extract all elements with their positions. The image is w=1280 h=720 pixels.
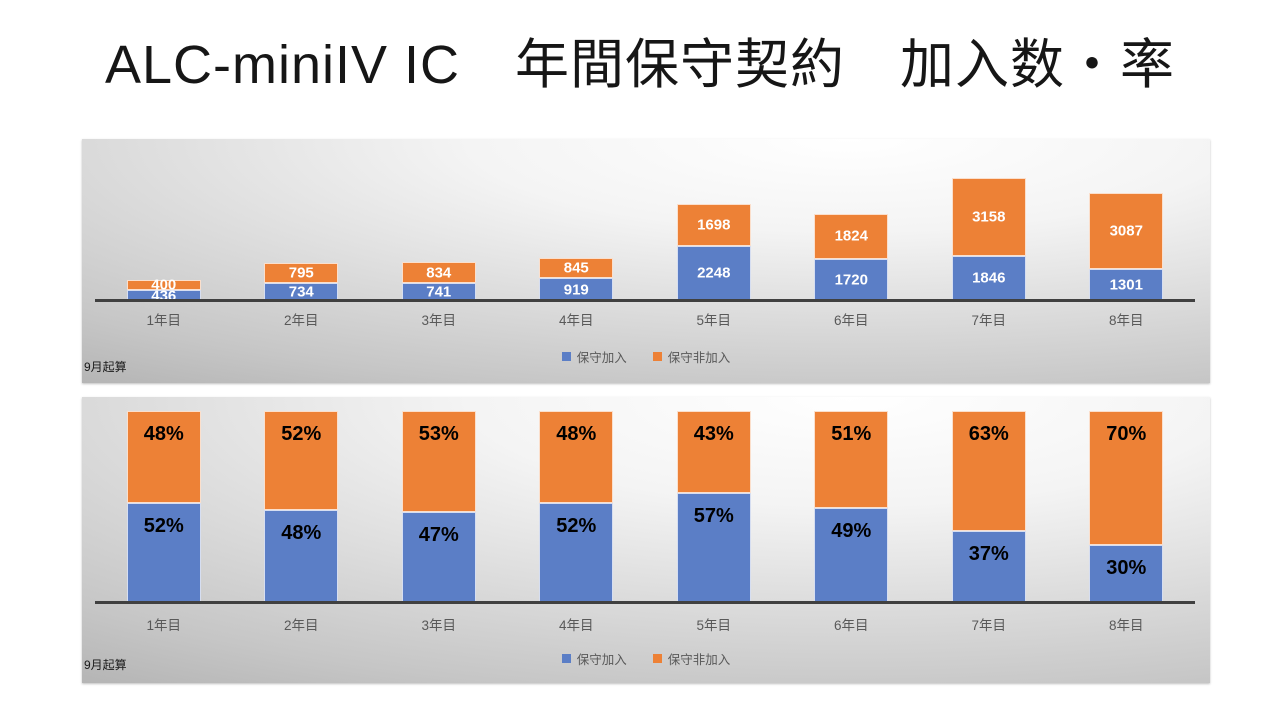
legend-color-swatch-icon xyxy=(652,654,662,663)
legend-label: 保守加入 xyxy=(576,653,627,667)
bar-value-label: 919 xyxy=(563,281,589,299)
bar-value-label: 1846 xyxy=(972,269,1006,287)
category-label: 3年目 xyxy=(421,618,456,633)
percent-chart: 52% 48% 48% 52% 47% 53% 52% 48% 57% 43% 49% 51% 37% 6… xyxy=(82,397,1210,683)
slide-title: ALC-miniIV IC 年間保守契約 加入数・率 xyxy=(104,35,1176,95)
bar-segment xyxy=(539,502,614,602)
category-label: 7年目 xyxy=(971,618,1006,633)
bar-value-label: 795 xyxy=(288,264,314,282)
bar-value-label: 48% xyxy=(143,423,184,445)
category-label: 4年目 xyxy=(558,313,594,328)
bar-value-label: 48% xyxy=(281,522,322,545)
bar-segment xyxy=(814,508,889,602)
bar-segment xyxy=(264,263,339,283)
bar-segment xyxy=(126,411,201,503)
category-label: 5年目 xyxy=(696,618,731,633)
bar-value-label: 741 xyxy=(426,283,452,301)
counts-x-axis xyxy=(95,299,1195,302)
bar-value-label: 53% xyxy=(418,423,459,445)
counts-chart: 436 400 734 795 741 834 919 845 2248 1698 1720 1824… xyxy=(82,139,1210,383)
category-label: 8年目 xyxy=(1108,618,1144,633)
bar-value-label: 1824 xyxy=(834,227,868,245)
bar-segment xyxy=(401,262,476,283)
category-label: 1年目 xyxy=(146,618,181,633)
bar-segment xyxy=(539,411,614,503)
category-label: 4年目 xyxy=(558,618,594,633)
bar-segment xyxy=(951,411,1026,532)
percent-start-month-note: 9月起算 xyxy=(84,658,127,672)
legend-color-swatch-icon xyxy=(561,654,571,663)
bar-value-label: 3087 xyxy=(1109,222,1143,240)
percent-plot-area: 52% 48% 48% 52% 47% 53% 52% 48% 57% 43% 49% 51% 37% 6… xyxy=(82,397,1210,683)
bar-value-label: 47% xyxy=(418,524,459,547)
bar-value-label: 845 xyxy=(563,259,589,277)
bar-value-label: 51% xyxy=(831,423,872,445)
counts-start-month-note: 9月起算 xyxy=(84,360,127,374)
bar-value-label: 30% xyxy=(1106,556,1147,579)
legend-label: 保守加入 xyxy=(576,351,627,365)
category-label: 6年目 xyxy=(833,618,869,633)
legend-item: 保守非加入 xyxy=(652,649,731,668)
category-label: 6年目 xyxy=(833,313,869,328)
bar-segment xyxy=(539,257,614,279)
legend-label: 保守非加入 xyxy=(667,351,731,365)
bar-value-label: 37% xyxy=(968,543,1009,566)
bar-segment xyxy=(1089,269,1164,301)
bar-segment xyxy=(126,502,201,602)
bar-segment xyxy=(264,411,339,511)
bar-segment xyxy=(401,411,476,513)
legend-color-swatch-icon xyxy=(561,352,571,361)
bar-segment xyxy=(951,178,1026,256)
bar-segment xyxy=(676,204,751,246)
bar-value-label: 63% xyxy=(968,423,1009,445)
bar-segment xyxy=(401,512,476,602)
bar-value-label: 2248 xyxy=(697,264,731,282)
bar-segment xyxy=(264,510,339,602)
category-label: 3年目 xyxy=(421,313,456,328)
bar-segment xyxy=(676,411,751,494)
bar-segment xyxy=(1089,193,1164,270)
legend-item: 保守加入 xyxy=(561,347,627,366)
counts-plot-area: 436 400 734 795 741 834 919 845 2248 1698 1720 1824… xyxy=(82,139,1210,383)
percent-x-axis xyxy=(95,600,1195,604)
category-label: 7年目 xyxy=(971,313,1006,328)
bar-value-label: 52% xyxy=(281,423,322,445)
bar-value-label: 52% xyxy=(143,514,184,537)
bar-value-label: 3158 xyxy=(972,208,1006,226)
bar-value-label: 49% xyxy=(831,520,872,543)
legend-label: 保守非加入 xyxy=(667,653,731,667)
bar-segment xyxy=(676,493,751,602)
category-label: 8年目 xyxy=(1108,313,1144,328)
category-label: 5年目 xyxy=(696,313,731,328)
bar-segment xyxy=(951,531,1026,602)
counts-legend: 保守加入 保守非加入 xyxy=(82,347,1210,366)
bar-value-label: 400 xyxy=(151,276,177,294)
percent-legend: 保守加入 保守非加入 xyxy=(82,649,1210,668)
bar-value-label: 1698 xyxy=(697,216,731,234)
bar-segment xyxy=(814,213,889,259)
legend-color-swatch-icon xyxy=(652,352,662,361)
bar-segment xyxy=(951,255,1026,301)
category-label: 2年目 xyxy=(283,618,319,633)
bar-value-label: 1301 xyxy=(1109,276,1143,294)
bar-segment xyxy=(814,411,889,509)
bar-value-label: 734 xyxy=(288,283,314,301)
category-label: 2年目 xyxy=(283,313,319,328)
bar-value-label: 57% xyxy=(693,505,734,528)
bar-value-label: 52% xyxy=(556,514,597,537)
legend-item: 保守非加入 xyxy=(652,347,731,366)
bar-value-label: 834 xyxy=(426,264,452,282)
bar-value-label: 70% xyxy=(1106,423,1147,445)
bar-segment xyxy=(126,280,201,291)
legend-item: 保守加入 xyxy=(561,649,627,668)
bar-value-label: 43% xyxy=(693,423,734,445)
bar-value-label: 48% xyxy=(556,423,597,445)
bar-segment xyxy=(1089,411,1164,545)
category-label: 1年目 xyxy=(146,313,181,328)
bar-value-label: 1720 xyxy=(834,271,868,289)
